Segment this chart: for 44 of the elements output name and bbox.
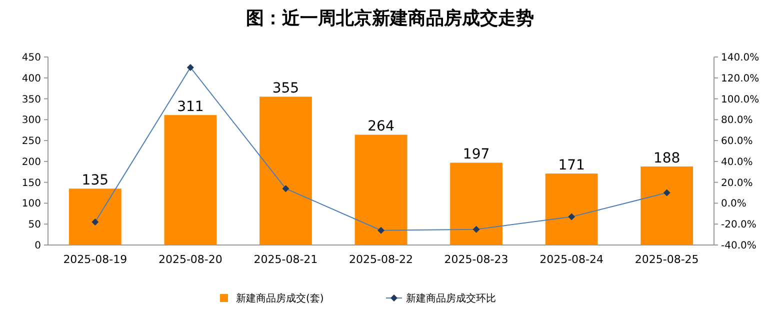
data-label: 355 <box>272 80 300 97</box>
bar <box>450 162 502 245</box>
x-tick-label: 2025-08-20 <box>158 253 222 266</box>
data-label: 264 <box>368 118 394 135</box>
x-tick-label: 2025-08-19 <box>63 253 128 266</box>
y-tick-label: 100 <box>22 198 41 210</box>
y-tick-label: 150 <box>22 178 41 189</box>
bar <box>68 188 122 245</box>
y-tick-label: 200 <box>22 156 41 168</box>
y-tick-label: 0 <box>34 240 41 252</box>
x-tick-label: 2025-08-23 <box>444 253 508 266</box>
y2-tick-label: -40.0% <box>721 240 756 252</box>
y2-tick-label: 20.0% <box>721 178 753 189</box>
bar <box>640 166 694 245</box>
y2-tick-label: 80.0% <box>721 115 753 126</box>
data-label: 171 <box>558 158 585 174</box>
x-tick-label: 2025-08-24 <box>540 253 604 266</box>
legend-label: 新建商品房成交(套) <box>236 292 324 304</box>
y-tick-label: 450 <box>22 52 41 64</box>
data-label: 311 <box>177 99 204 116</box>
data-label: 197 <box>462 146 490 163</box>
y2-tick-label: 140.0% <box>721 52 760 64</box>
bar <box>164 115 217 245</box>
y2-tick-label: 0.0% <box>721 198 746 210</box>
bar <box>354 134 408 245</box>
data-label: 135 <box>82 172 109 189</box>
x-tick-label: 2025-08-25 <box>634 253 699 266</box>
y-tick-label: 350 <box>22 94 41 106</box>
y-tick-label: 250 <box>22 136 41 148</box>
legend-label: 新建商品房成交环比 <box>406 292 496 304</box>
y-tick-label: 50 <box>28 220 41 231</box>
y2-tick-label: -20.0% <box>721 220 756 231</box>
data-label: 188 <box>653 150 680 166</box>
y-tick-label: 300 <box>22 115 41 126</box>
y2-tick-label: 60.0% <box>721 136 753 148</box>
y2-tick-label: 120.0% <box>721 73 760 84</box>
y2-tick-label: 40.0% <box>721 156 753 168</box>
x-tick-label: 2025-08-21 <box>254 253 318 266</box>
bar <box>260 96 312 245</box>
y-tick-label: 400 <box>22 73 41 84</box>
x-tick-label: 2025-08-22 <box>349 253 413 266</box>
chart-title: 图：近一周北京新建商品房成交走势 <box>246 8 534 29</box>
y2-tick-label: 100.0% <box>721 94 760 106</box>
bar <box>545 174 598 245</box>
